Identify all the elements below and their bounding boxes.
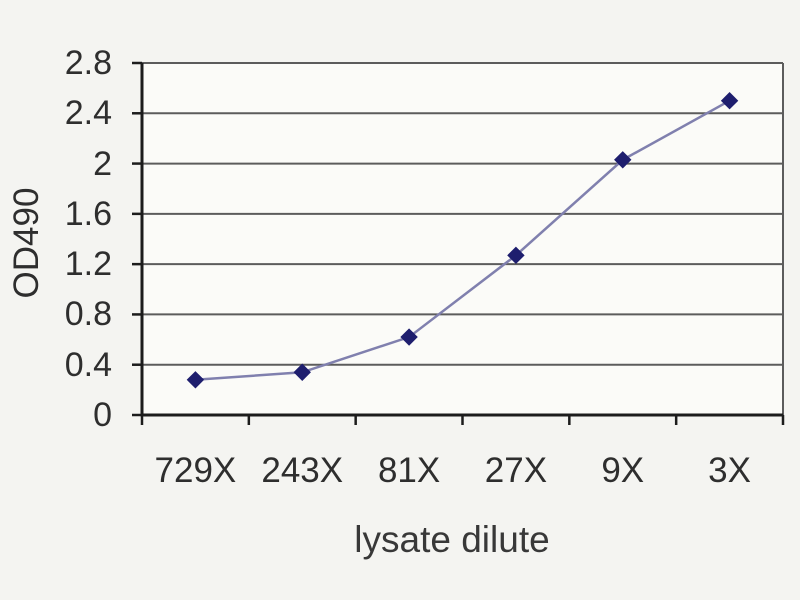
y-tick-label: 0.8: [64, 295, 112, 334]
y-tick-label: 1.2: [64, 245, 112, 284]
y-tick-label: 0: [93, 396, 112, 434]
data-point-marker: [293, 363, 311, 381]
y-tick-label: 2.4: [64, 94, 112, 133]
data-point-marker: [186, 371, 205, 389]
y-tick-label: 2: [93, 144, 112, 183]
data-point-marker: [614, 151, 632, 169]
plot-area-background: [142, 63, 783, 415]
x-tick-label: 3X: [708, 451, 751, 490]
series-line: [195, 99, 731, 382]
data-point-marker: [720, 92, 739, 110]
y-tick-label: 1.6: [64, 194, 112, 233]
y-tick-label: 0.4: [64, 345, 112, 384]
y-tick-label: 2.8: [64, 44, 112, 82]
x-tick-label: 27X: [484, 451, 548, 490]
x-axis-title: lysate dilute: [354, 519, 550, 560]
x-tick-label: 81X: [377, 451, 441, 490]
x-tick-label: 243X: [261, 451, 344, 490]
data-point-marker: [507, 246, 525, 265]
x-tick-label: 729X: [154, 451, 237, 490]
y-axis-title: OD490: [7, 187, 46, 299]
data-point-marker: [400, 328, 418, 346]
x-tick-label: 9X: [601, 451, 645, 490]
